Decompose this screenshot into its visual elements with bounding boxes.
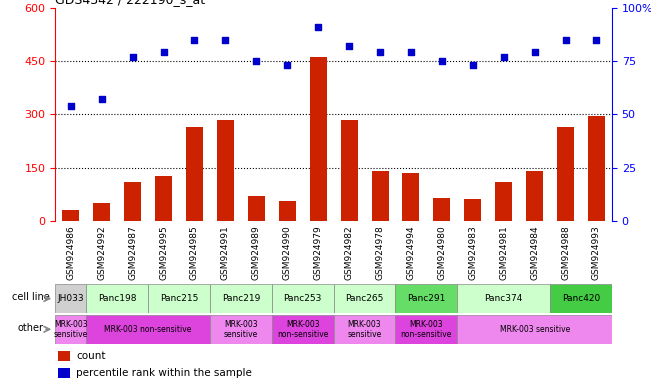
Point [96,96,107,103]
Bar [210,284,271,313]
Text: GSM924984: GSM924984 [530,226,539,280]
Point [128,54,138,60]
Text: MRK-003
non-sensitive: MRK-003 non-sensitive [401,319,452,339]
Bar [155,176,172,221]
Bar [58,351,70,361]
Text: GSM924981: GSM924981 [499,226,508,280]
Text: MRK-003
sensitive: MRK-003 sensitive [348,319,381,339]
Bar [55,315,86,344]
Bar [93,203,110,221]
Text: GSM924986: GSM924986 [66,226,76,280]
Text: cell line: cell line [12,292,49,302]
Point [375,50,385,56]
Text: GSM924994: GSM924994 [406,226,415,280]
Bar [62,210,79,221]
Point [499,54,509,60]
Bar [86,284,148,313]
Point [189,36,200,43]
Text: MRK-003 non-sensitive: MRK-003 non-sensitive [104,325,192,334]
Text: GSM924993: GSM924993 [592,226,601,280]
Point [251,58,262,64]
Bar [340,119,357,221]
Text: GSM924991: GSM924991 [221,226,230,280]
Bar [333,315,395,344]
Point [220,36,230,43]
Bar [464,200,481,221]
Bar [271,315,333,344]
Text: GSM924982: GSM924982 [344,226,353,280]
Text: GSM924995: GSM924995 [159,226,168,280]
Text: GSM924979: GSM924979 [314,226,323,280]
Bar [557,127,574,221]
Bar [372,171,389,221]
Text: MRK-003
sensitive: MRK-003 sensitive [224,319,258,339]
Text: Panc198: Panc198 [98,294,137,303]
Text: MRK-003 sensitive: MRK-003 sensitive [499,325,570,334]
Point [561,36,571,43]
Text: GSM924987: GSM924987 [128,226,137,280]
Bar [86,315,210,344]
Bar [124,182,141,221]
Text: MRK-003
sensitive: MRK-003 sensitive [53,319,88,339]
Text: Panc215: Panc215 [160,294,198,303]
Bar [248,196,265,221]
Text: JH033: JH033 [57,294,84,303]
Point [66,103,76,109]
Text: MRK-003
non-sensitive: MRK-003 non-sensitive [277,319,328,339]
Point [282,62,292,68]
Point [591,36,602,43]
Text: Panc420: Panc420 [562,294,600,303]
Text: GSM924988: GSM924988 [561,226,570,280]
Bar [55,284,86,313]
Text: Panc265: Panc265 [346,294,383,303]
Bar [217,119,234,221]
Text: GDS4342 / 222190_s_at: GDS4342 / 222190_s_at [55,0,206,7]
Point [158,50,169,56]
Text: other: other [18,323,44,333]
Text: Panc219: Panc219 [222,294,260,303]
Bar [434,198,450,221]
Bar [395,315,457,344]
Text: GSM924978: GSM924978 [376,226,385,280]
Text: Panc374: Panc374 [484,294,523,303]
Bar [457,315,612,344]
Text: GSM924985: GSM924985 [190,226,199,280]
Bar [495,182,512,221]
Bar [550,284,612,313]
Text: count: count [76,351,106,361]
Bar [279,201,296,221]
Bar [148,284,210,313]
Text: Panc253: Panc253 [284,294,322,303]
Bar [588,116,605,221]
Point [406,50,416,56]
Bar [186,127,203,221]
Text: GSM924992: GSM924992 [97,226,106,280]
Bar [333,284,395,313]
Text: GSM924990: GSM924990 [283,226,292,280]
Point [344,43,354,49]
Bar [457,284,550,313]
Point [529,50,540,56]
Text: GSM924980: GSM924980 [437,226,447,280]
Point [437,58,447,64]
Bar [526,171,543,221]
Text: GSM924983: GSM924983 [468,226,477,280]
Text: Panc291: Panc291 [408,294,445,303]
Text: GSM924989: GSM924989 [252,226,261,280]
Bar [210,315,271,344]
Bar [271,284,333,313]
Bar [402,173,419,221]
Point [467,62,478,68]
Bar [58,368,70,379]
Bar [395,284,457,313]
Bar [310,58,327,221]
Point [313,24,324,30]
Text: percentile rank within the sample: percentile rank within the sample [76,368,253,378]
